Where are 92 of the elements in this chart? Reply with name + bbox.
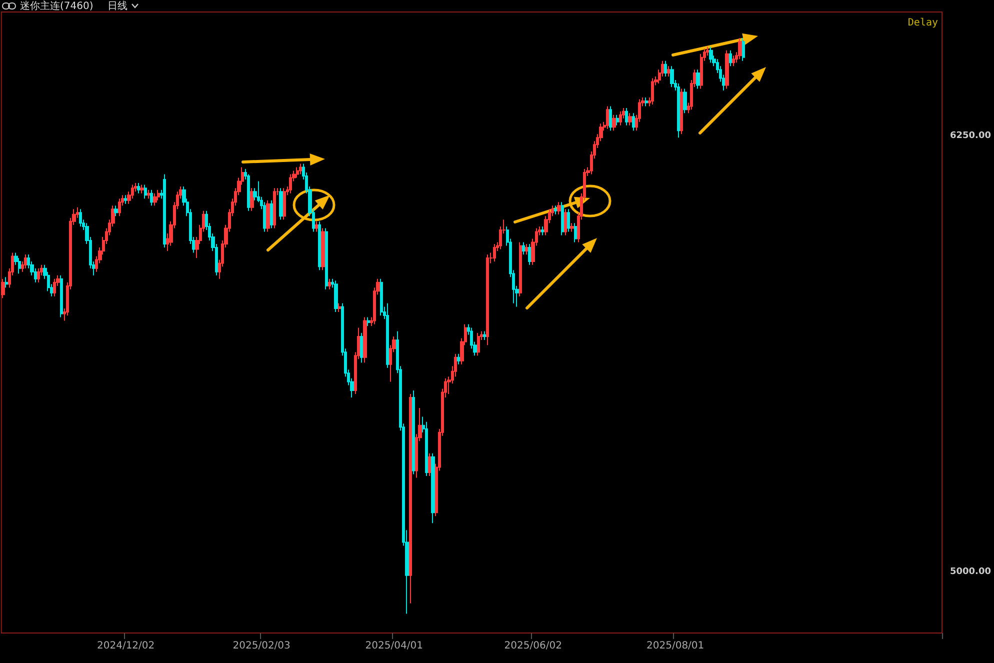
y-tick-label: 5000.00: [950, 566, 992, 577]
candlestick: [124, 194, 127, 204]
candlestick: [315, 220, 318, 232]
candlestick: [677, 83, 680, 138]
candlestick: [318, 220, 321, 271]
candlestick: [367, 316, 370, 326]
x-tick-label: 2025/08/01: [646, 640, 704, 652]
candlestick: [328, 278, 331, 290]
candlestick: [738, 38, 742, 60]
candlestick: [114, 205, 118, 217]
candlestick: [250, 188, 254, 212]
candlestick: [296, 166, 299, 178]
candlestick: [725, 50, 729, 90]
candlestick: [670, 66, 674, 88]
candlestick: [457, 353, 460, 365]
candlestick: [137, 182, 140, 194]
candlestick: [338, 302, 341, 313]
candlestick: [493, 244, 496, 262]
candlestick: [431, 452, 435, 524]
candlestick: [321, 228, 325, 271]
candlestick: [664, 60, 667, 78]
candlestick: [153, 192, 157, 206]
annotation: 日线: [107, 0, 128, 13]
candlestick: [557, 202, 561, 215]
candlestick: [79, 208, 82, 228]
candlestick: [519, 242, 522, 297]
candlestick: [625, 107, 628, 126]
candlestick: [409, 394, 412, 604]
candlestick: [486, 254, 489, 346]
candlestick: [574, 222, 577, 243]
candlestick: [266, 200, 270, 232]
candlestick: [729, 50, 732, 67]
candlestick: [696, 69, 700, 90]
y-tick-label: 6250.00: [950, 130, 992, 141]
candlestick: [53, 278, 56, 297]
candlestick: [118, 198, 121, 217]
candlestick: [554, 205, 557, 215]
candlestick: [273, 188, 276, 229]
x-tick-label: 2024/12/02: [96, 640, 155, 652]
candlestick: [140, 184, 144, 194]
candlestick: [667, 66, 670, 78]
candlestick: [360, 332, 363, 364]
candlestick: [680, 88, 683, 135]
candlestick: [570, 222, 574, 232]
x-tick-label: 2025/02/03: [232, 640, 290, 652]
candlestick: [528, 244, 531, 266]
candlestick: [483, 330, 486, 340]
candlestick: [279, 188, 283, 220]
candlestick: [567, 208, 570, 232]
candlestick: [60, 274, 63, 318]
candlestick: [163, 174, 166, 248]
candlestick: [386, 302, 389, 368]
candlestick: [561, 202, 564, 236]
candlestick: [742, 38, 745, 62]
candlestick: [477, 332, 480, 356]
candlestick: [24, 254, 27, 269]
candlestick: [645, 96, 648, 107]
candlestick: [612, 114, 616, 132]
candlestick: [606, 106, 609, 130]
candlestick: [325, 228, 328, 290]
candlestick: [628, 112, 632, 126]
candlestick: [732, 55, 735, 67]
candlestick: [147, 189, 150, 200]
candlestick: [619, 110, 622, 126]
candlestick: [150, 189, 153, 206]
annotation: Delay: [908, 18, 938, 28]
candlestick: [334, 280, 338, 313]
candlestick: [683, 88, 687, 114]
candlestick: [525, 244, 528, 255]
x-tick-label: 2025/06/02: [504, 640, 562, 652]
candlestick: [289, 174, 292, 194]
candlestick: [428, 452, 431, 477]
candlestick: [283, 188, 286, 220]
candlestick: [709, 46, 713, 64]
candlestick: [1, 278, 5, 299]
candlestick: [412, 390, 415, 475]
candlestick: [541, 226, 544, 236]
candlestick: [299, 163, 302, 175]
candlestick: [632, 112, 635, 132]
candlestick: [270, 200, 273, 229]
candlestick: [522, 242, 525, 255]
x-tick-label: 2025/04/01: [365, 640, 423, 652]
candlestick: [380, 278, 383, 316]
candlestick: [363, 316, 367, 364]
candlestick: [651, 78, 654, 105]
candlestick: [37, 268, 40, 283]
chart-title: 迷你主连(7460): [20, 0, 94, 13]
candlestick: [5, 276, 8, 288]
candlestick: [144, 184, 147, 200]
candlestick: [564, 208, 567, 236]
candlestick: [616, 114, 619, 126]
candlestick: [609, 106, 612, 132]
